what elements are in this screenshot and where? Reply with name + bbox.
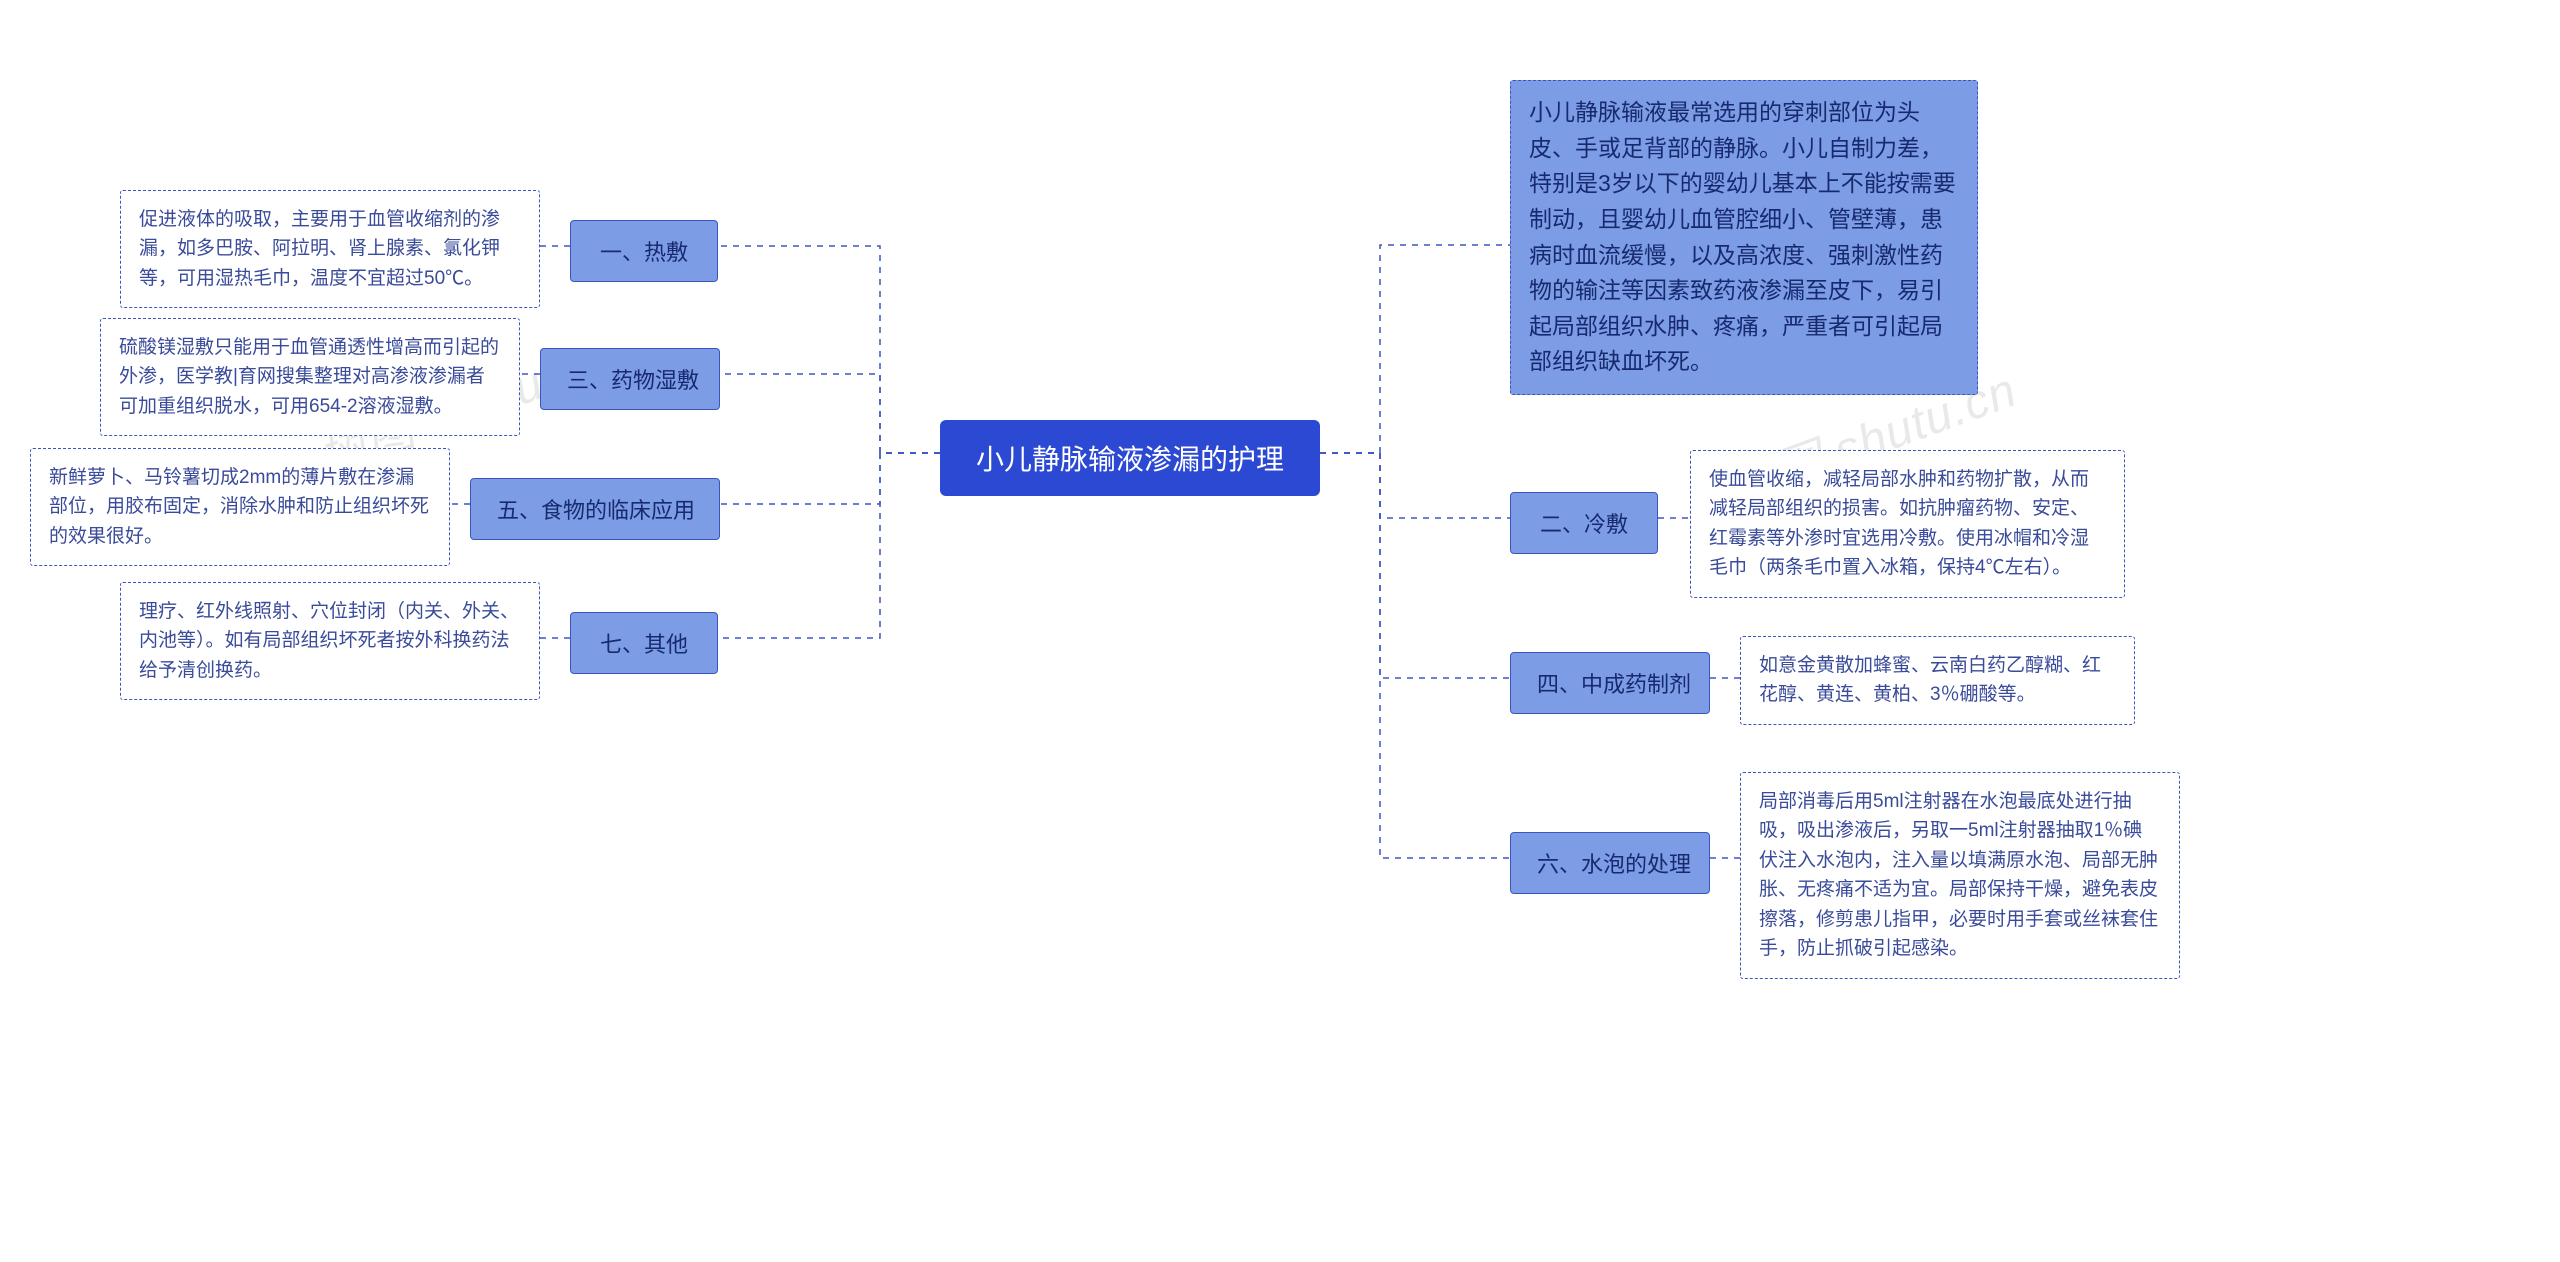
branch-node: 三、药物湿敷 xyxy=(540,348,720,410)
branch-node: 四、中成药制剂 xyxy=(1510,652,1710,714)
leaf-node: 如意金黄散加蜂蜜、云南白药乙醇糊、红花醇、黄连、黄柏、3％硼酸等。 xyxy=(1740,636,2135,725)
leaf-node: 理疗、红外线照射、穴位封闭（内关、外关、内池等）。如有局部组织坏死者按外科换药法… xyxy=(120,582,540,700)
branch-node: 六、水泡的处理 xyxy=(1510,832,1710,894)
branch-node: 五、食物的临床应用 xyxy=(470,478,720,540)
branch-node: 一、热敷 xyxy=(570,220,718,282)
leaf-node: 使血管收缩，减轻局部水肿和药物扩散，从而减轻局部组织的损害。如抗肿瘤药物、安定、… xyxy=(1690,450,2125,598)
central-topic: 小儿静脉输液渗漏的护理 xyxy=(940,420,1320,496)
leaf-node: 促进液体的吸取，主要用于血管收缩剂的渗漏，如多巴胺、阿拉明、肾上腺素、氯化钾等，… xyxy=(120,190,540,308)
branch-node: 二、冷敷 xyxy=(1510,492,1658,554)
leaf-node: 新鲜萝卜、马铃薯切成2mm的薄片敷在渗漏部位，用胶布固定，消除水肿和防止组织坏死… xyxy=(30,448,450,566)
branch-node: 七、其他 xyxy=(570,612,718,674)
intro-leaf: 小儿静脉输液最常选用的穿刺部位为头皮、手或足背部的静脉。小儿自制力差，特别是3岁… xyxy=(1510,80,1978,395)
leaf-node: 局部消毒后用5ml注射器在水泡最底处进行抽吸，吸出渗液后，另取一5ml注射器抽取… xyxy=(1740,772,2180,979)
leaf-node: 硫酸镁湿敷只能用于血管通透性增高而引起的外渗，医学教|育网搜集整理对高渗液渗漏者… xyxy=(100,318,520,436)
